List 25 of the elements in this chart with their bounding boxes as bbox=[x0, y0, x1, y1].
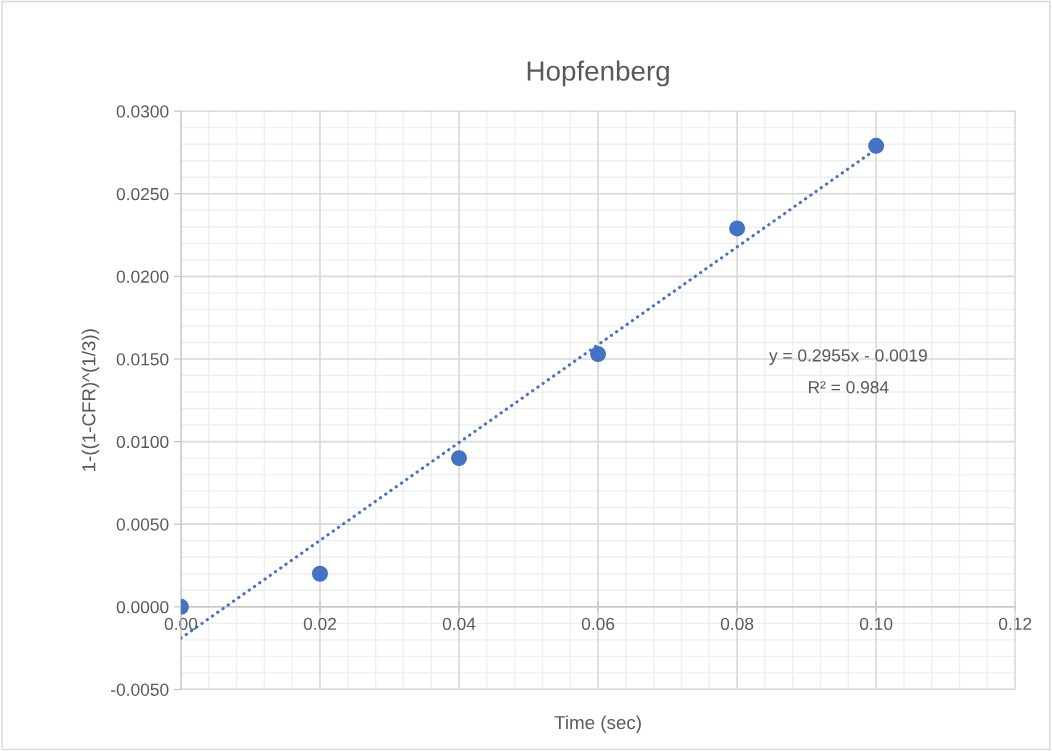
x-tick-label: 0.00 bbox=[164, 617, 198, 630]
point bbox=[451, 450, 468, 467]
x-tick-label: 0.12 bbox=[998, 617, 1032, 630]
y-axis-title: 1-((1-CFR)^(1/3)) bbox=[81, 329, 100, 471]
y-tick-label: 0.0250 bbox=[116, 187, 169, 201]
y-tick-label: 0.0100 bbox=[116, 435, 169, 449]
x-tick-label: 0.10 bbox=[859, 617, 893, 630]
x-tick-label: 0.02 bbox=[303, 617, 337, 630]
y-tick-label: 0.0050 bbox=[116, 518, 169, 531]
point bbox=[868, 137, 885, 154]
x-tick-label: 0.08 bbox=[720, 617, 754, 630]
x-tick-label: 0.06 bbox=[581, 617, 615, 630]
point bbox=[590, 346, 607, 362]
chart-title: Hopfenberg bbox=[527, 60, 669, 87]
y-tick-label: 0.0200 bbox=[116, 270, 169, 283]
annotation: R² = 0.984 bbox=[808, 381, 889, 394]
y-tick-label: 0.0000 bbox=[116, 600, 169, 614]
x-tick-label: 0.04 bbox=[442, 617, 476, 630]
x-axis-title: Time (sec) bbox=[554, 715, 641, 733]
y-tick-label: 0.0300 bbox=[116, 105, 169, 118]
y-tick-label: -0.0050 bbox=[111, 683, 169, 696]
y-tick-label: 0.0150 bbox=[116, 353, 169, 366]
annotation: y = 0.2955x - 0.0019 bbox=[768, 349, 927, 365]
point bbox=[729, 220, 746, 237]
point bbox=[312, 565, 328, 582]
